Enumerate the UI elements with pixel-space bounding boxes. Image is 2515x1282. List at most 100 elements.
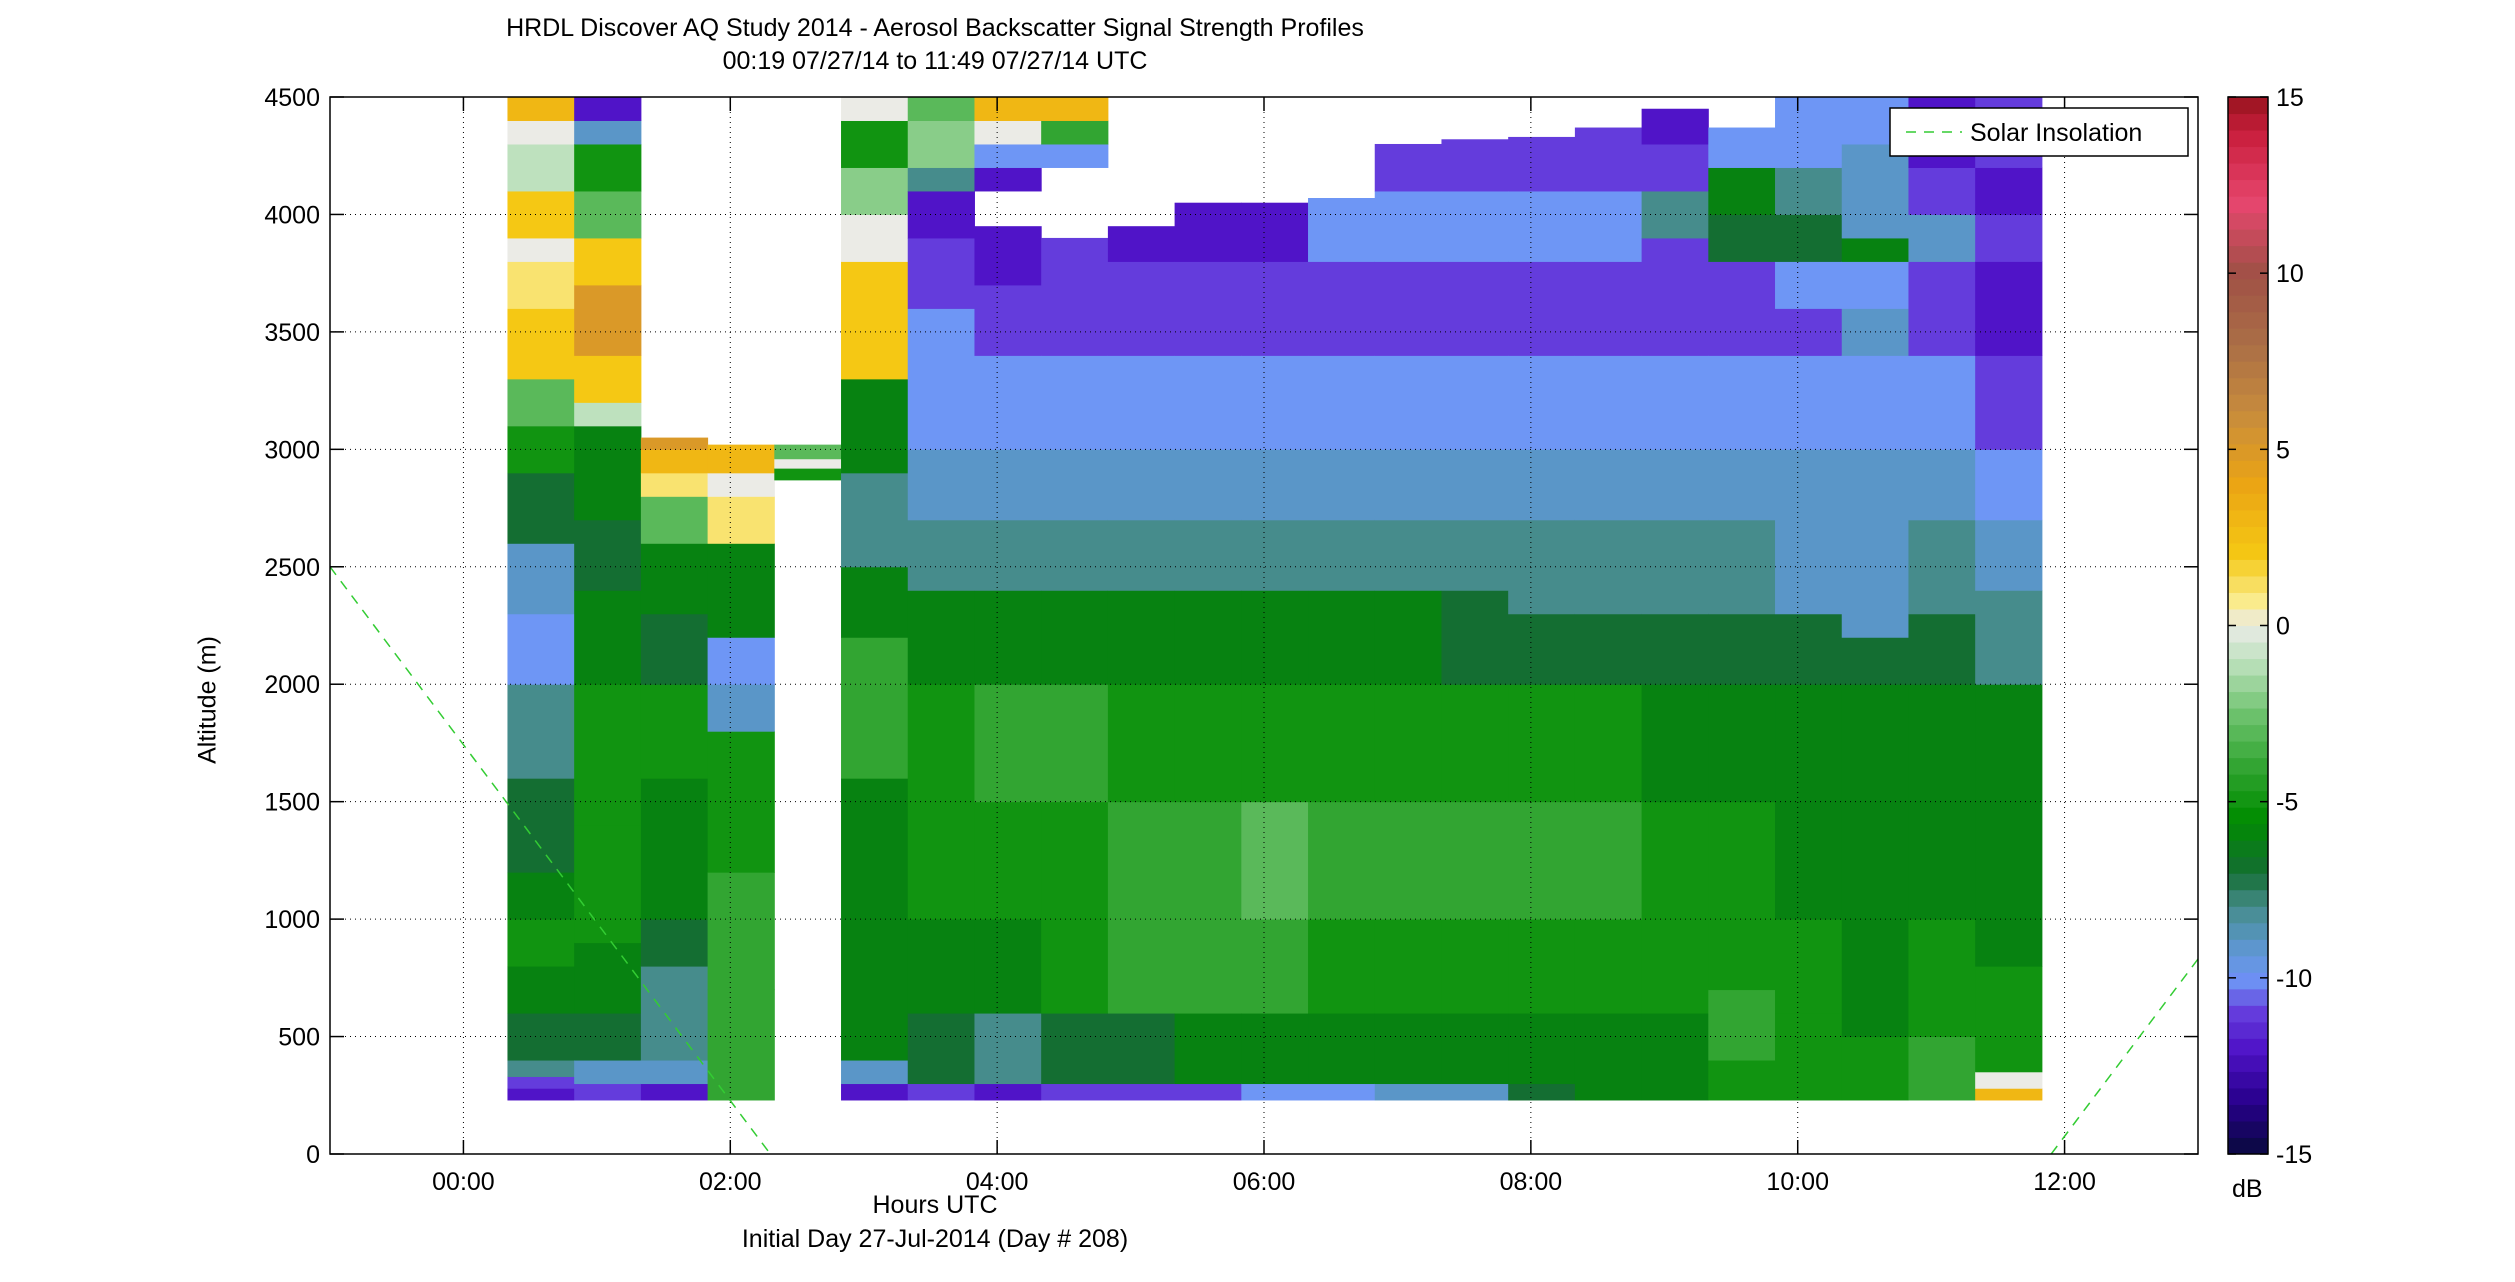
colorbar-tick-label: 10: [2276, 260, 2304, 288]
heatmap-cell: [1241, 449, 1309, 521]
heatmap-cell: [907, 167, 975, 192]
heatmap-cell: [707, 872, 775, 991]
heatmap-cell: [507, 237, 575, 262]
heatmap-cell: [640, 613, 709, 685]
colorbar-segment: [2228, 460, 2268, 478]
heatmap-cell: [507, 872, 575, 920]
heatmap-cell: [1241, 1083, 1309, 1101]
heatmap-cell: [574, 1013, 642, 1061]
heatmap-cell: [1908, 449, 1976, 521]
colorbar-segment: [2228, 361, 2268, 379]
heatmap-cell: [1241, 684, 1309, 803]
heatmap-cell: [1374, 801, 1442, 920]
colorbar-segment: [2228, 955, 2268, 973]
colorbar-segment: [2228, 212, 2268, 230]
colorbar-segment: [2228, 691, 2268, 709]
heatmap-cell: [1374, 261, 1442, 356]
heatmap-cell: [1975, 449, 2043, 521]
heatmap-cell: [507, 1076, 575, 1089]
y-tick-label: 4000: [264, 201, 320, 229]
heatmap-cell: [1574, 127, 1643, 192]
heatmap-cell: [974, 120, 1042, 145]
heatmap-cell: [1841, 237, 1909, 262]
heatmap-cell: [1708, 1060, 1776, 1101]
heatmap-cell: [1441, 684, 1509, 803]
heatmap-cell: [1641, 143, 1709, 192]
heatmap-cell: [640, 437, 709, 450]
heatmap-cell: [907, 97, 975, 121]
colorbar-segment: [2228, 625, 2268, 643]
heatmap-cell: [1041, 97, 1109, 121]
x-tick-label: 00:00: [432, 1168, 495, 1196]
heatmap-cell: [1775, 613, 1843, 685]
colorbar-segment: [2228, 823, 2268, 841]
heatmap-cell: [974, 801, 1042, 920]
heatmap-cell: [1241, 355, 1309, 450]
colorbar-tick-label: -10: [2276, 965, 2312, 993]
heatmap-cell: [1441, 919, 1509, 1014]
heatmap-cell: [974, 284, 1042, 356]
colorbar-segment: [2228, 1021, 2268, 1039]
colorbar-segment: [2228, 295, 2268, 313]
colorbar-segment: [2228, 922, 2268, 940]
legend-label: Solar Insolation: [1970, 119, 2142, 147]
colorbar-segment: [2228, 1137, 2268, 1155]
heatmap-cell: [1241, 919, 1309, 1014]
colorbar-segment: [2228, 509, 2268, 527]
y-tick-label: 2500: [264, 554, 320, 582]
heatmap-cell: [1174, 590, 1242, 685]
colorbar-segment: [2228, 377, 2268, 395]
heatmap-cell: [1641, 449, 1709, 521]
colorbar-segment: [2228, 443, 2268, 461]
heatmap-cell: [640, 1083, 709, 1101]
heatmap-cell: [640, 496, 709, 544]
heatmap-cell: [574, 519, 642, 591]
colorbar-segment: [2228, 1005, 2268, 1023]
x-tick-label: 04:00: [966, 1168, 1029, 1196]
colorbar-tick-label: -15: [2276, 1141, 2312, 1169]
heatmap-cell: [640, 449, 709, 474]
y-tick-label: 4500: [264, 84, 320, 112]
colorbar-segment: [2228, 1087, 2268, 1105]
chart-subtitle: 00:19 07/27/14 to 11:49 07/27/14 UTC: [722, 47, 1148, 75]
heatmap-cell: [1174, 919, 1242, 1014]
heatmap-cell: [1574, 519, 1643, 615]
heatmap-cell: [1775, 684, 1843, 803]
heatmap-cell: [1975, 1071, 2043, 1089]
colorbar-segment: [2228, 328, 2268, 346]
heatmap-cell: [1975, 590, 2043, 685]
y-tick-label: 0: [306, 1141, 320, 1169]
heatmap-cell: [841, 167, 909, 215]
heatmap-cell: [1775, 1013, 1843, 1101]
heatmap-cell: [1708, 355, 1776, 450]
heatmap-cell: [1975, 355, 2043, 450]
heatmap-cell: [507, 1013, 575, 1061]
heatmap-cell: [1708, 449, 1776, 521]
heatmap-cell: [1374, 590, 1442, 685]
heatmap-cell: [1508, 801, 1576, 920]
heatmap-cell: [1508, 519, 1576, 615]
heatmap-cell: [1708, 261, 1776, 356]
x-axis-label: Hours UTC: [872, 1191, 998, 1219]
heatmap-cell: [1174, 1083, 1242, 1101]
heatmap-cell: [1107, 226, 1176, 262]
heatmap-cell: [574, 942, 642, 1014]
heatmap-cell: [974, 590, 1042, 685]
colorbar-segment: [2228, 906, 2268, 924]
heatmap-cell: [1641, 355, 1709, 450]
heatmap-cell: [1441, 261, 1509, 356]
heatmap-cell: [1041, 590, 1109, 685]
heatmap-cell: [841, 778, 909, 1061]
heatmap-cell: [1107, 261, 1176, 356]
heatmap-cell: [1641, 919, 1709, 1014]
heatmap-cell: [841, 1060, 909, 1085]
x-tick-label: 08:00: [1500, 1168, 1563, 1196]
colorbar-segment: [2228, 757, 2268, 775]
colorbar-segment: [2228, 1071, 2268, 1089]
heatmap-cell: [1107, 684, 1176, 803]
heatmap-cell: [1041, 519, 1109, 591]
heatmap-cell: [1975, 167, 2043, 215]
heatmap-cell: [507, 425, 575, 474]
heatmap-cell: [1641, 684, 1709, 803]
heatmap-cell: [974, 449, 1042, 521]
